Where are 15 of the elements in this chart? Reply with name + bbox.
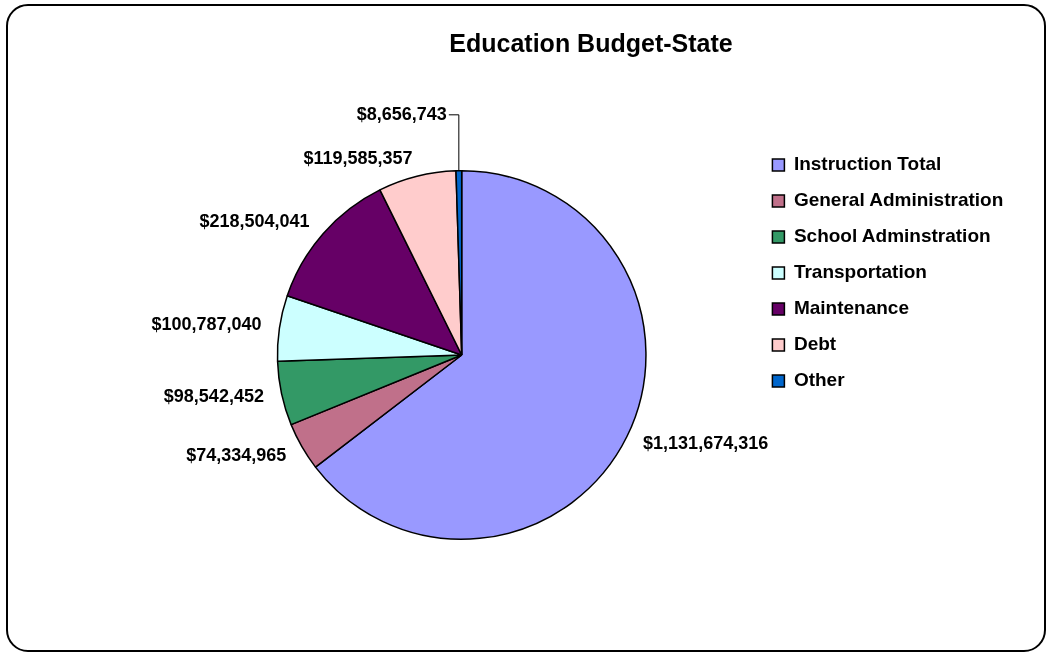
data-label: $119,585,357 (303, 147, 413, 168)
data-label: $218,504,041 (199, 210, 310, 231)
legend-label: Transportation (793, 261, 927, 283)
legend-label: School Adminstration (793, 225, 991, 247)
legend-label: Maintenance (793, 297, 909, 319)
legend-label: Other (793, 369, 846, 391)
chart-title: Education Budget-State (449, 28, 733, 57)
data-label: $1,131,674,316 (643, 433, 769, 454)
data-label: $98,542,452 (163, 386, 264, 407)
legend-label: Debt (793, 333, 837, 355)
data-label: $8,656,743 (356, 103, 447, 124)
legend-label: General Administration (793, 189, 1004, 211)
data-label: $74,334,965 (186, 444, 287, 465)
data-label: $100,787,040 (151, 314, 262, 335)
legend-label: Instruction Total (793, 153, 942, 175)
